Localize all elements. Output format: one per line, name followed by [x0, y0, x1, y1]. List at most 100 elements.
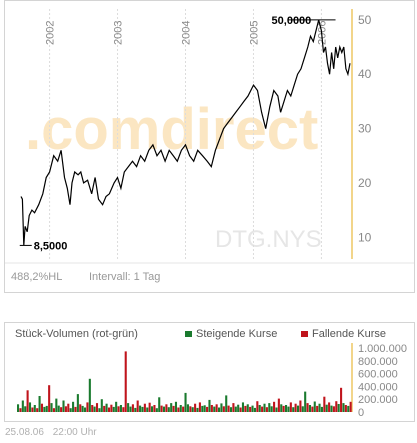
volume-bar	[33, 405, 36, 412]
x-tick-label: 2003	[113, 21, 125, 45]
volume-bar	[335, 401, 338, 412]
performance-info: 488,2%HL	[11, 271, 62, 283]
volume-y-tick-label: 1.000.000	[358, 343, 407, 355]
x-tick-label: 2005	[248, 21, 260, 45]
volume-bar	[325, 404, 328, 412]
volume-bar	[105, 403, 108, 412]
volume-bar	[115, 401, 118, 412]
volume-bar	[261, 406, 264, 412]
volume-bar	[263, 403, 266, 412]
volume-bar	[117, 406, 120, 412]
volume-bar	[232, 403, 235, 412]
volume-y-tick-label: 0	[358, 407, 364, 419]
volume-bar	[40, 403, 44, 412]
volume-bar	[62, 400, 65, 412]
volume-bar	[249, 406, 252, 412]
volume-bar	[151, 406, 154, 412]
x-tick-label: 2002	[45, 21, 57, 45]
volume-bar	[119, 405, 122, 412]
volume-bar	[28, 402, 32, 412]
volume-bar	[60, 407, 63, 412]
volume-bar	[275, 407, 278, 412]
y-tick-label: 40	[358, 67, 372, 81]
legend-swatch-0	[185, 331, 192, 337]
volume-bar	[50, 403, 53, 412]
volume-bar	[282, 405, 285, 412]
volume-bar	[191, 407, 194, 412]
volume-bar	[64, 406, 67, 412]
volume-bar	[84, 407, 87, 412]
volume-bar	[146, 407, 149, 412]
volume-bar	[52, 408, 55, 412]
volume-bar	[74, 406, 77, 412]
legend-label-0: Steigende Kurse	[196, 328, 277, 340]
volume-bar	[24, 406, 27, 412]
volume-y-tick-label: 400.000	[358, 381, 398, 393]
legend-label-1: Fallende Kurse	[312, 328, 386, 340]
volume-bar	[330, 405, 333, 412]
volume-bar	[127, 403, 130, 412]
volume-bar	[48, 385, 51, 412]
volume-bar	[316, 405, 319, 412]
volume-bar	[227, 405, 230, 412]
volume-bar	[206, 406, 209, 412]
volume-bar	[143, 403, 146, 412]
volume-bar	[296, 405, 300, 412]
volume-bar	[100, 399, 103, 412]
price-chart-panel: .comdirect DTG.NYS 2002 2003 2004 2005 2006 10 2…	[4, 0, 415, 293]
volume-bar	[340, 387, 343, 412]
volume-y-tick-label: 200.000	[358, 394, 398, 406]
volume-bar	[110, 404, 113, 412]
volume-bar	[258, 405, 261, 412]
volume-bar	[328, 402, 331, 412]
volume-bar	[239, 407, 242, 412]
low-annotation: 8,5000	[34, 240, 68, 252]
volume-bar	[136, 400, 139, 412]
volume-bar	[76, 394, 79, 412]
volume-bar	[332, 406, 335, 412]
interval-info: Intervall: 1 Tag	[89, 271, 160, 283]
high-annotation: 50,0000	[272, 15, 312, 27]
volume-bar	[155, 408, 158, 412]
volume-bar	[36, 408, 39, 412]
volume-bar	[280, 404, 283, 412]
volume-bar	[179, 405, 182, 412]
volume-bar	[323, 396, 326, 412]
volume-bar	[103, 405, 106, 412]
volume-bar	[148, 402, 151, 412]
volume-bar	[287, 406, 290, 412]
volume-bar	[308, 405, 312, 412]
volume-bar	[189, 406, 192, 412]
y-tick-label: 50	[358, 13, 372, 27]
volume-bar	[186, 404, 189, 412]
volume-bar	[107, 407, 111, 412]
volume-bar	[244, 405, 247, 412]
volume-bar	[81, 405, 84, 412]
volume-bar	[170, 403, 173, 412]
volume-chart-panel: Stück-Volumen (rot-grün) Steigende Kurse F…	[4, 322, 415, 422]
volume-bar	[313, 401, 316, 412]
volume-bar	[210, 405, 213, 412]
volume-bar	[26, 390, 29, 412]
volume-bar	[112, 406, 115, 412]
volume-bar	[158, 397, 161, 412]
volume-bar	[88, 378, 91, 412]
watermark-text: .comdirect	[25, 97, 318, 162]
volume-bar	[222, 406, 225, 412]
volume-bar	[95, 403, 99, 412]
volume-bar	[38, 396, 41, 412]
volume-bar	[294, 403, 297, 412]
volume-bar	[57, 405, 60, 412]
volume-bar	[337, 404, 340, 412]
volume-bar	[277, 398, 280, 412]
volume-bar	[45, 405, 48, 412]
legend-swatch-1	[301, 331, 308, 337]
volume-bar	[122, 407, 125, 412]
volume-bar	[349, 401, 352, 412]
volume-bar	[306, 403, 309, 412]
volume-bar	[253, 407, 256, 412]
volume-bar	[91, 405, 94, 412]
volume-bar	[131, 404, 134, 412]
volume-bar	[43, 406, 46, 412]
volume-bar	[86, 402, 89, 412]
